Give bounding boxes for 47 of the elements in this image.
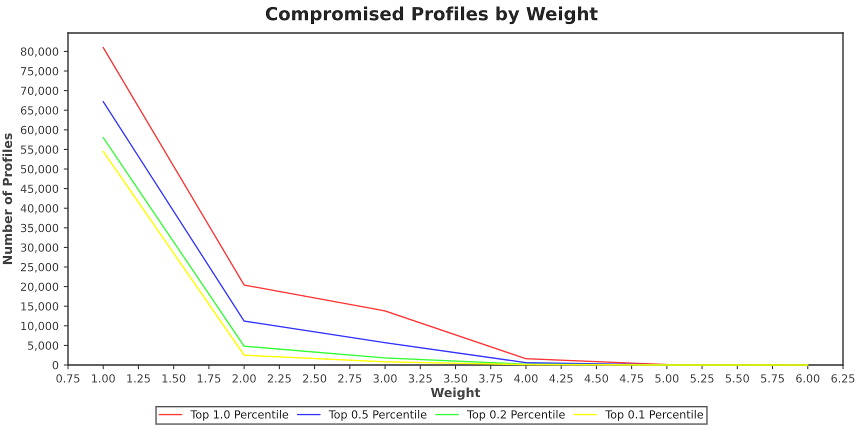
x-tick-label: 5.25 <box>690 374 714 383</box>
x-tick-label: 5.75 <box>761 374 784 383</box>
x-tick-label: 4.25 <box>549 374 573 383</box>
x-tick-label: 6.00 <box>796 374 820 383</box>
x-axis-title: Weight <box>430 388 480 400</box>
y-tick-label: 20,000 <box>20 282 58 292</box>
x-tick-label: 3.25 <box>408 374 432 383</box>
y-tick-label: 25,000 <box>20 262 58 273</box>
y-tick-label: 60,000 <box>20 126 58 136</box>
x-tick-label: 5.50 <box>726 374 749 383</box>
legend-label: Top 1.0 Percentile <box>190 410 288 421</box>
y-tick-label: 65,000 <box>20 106 58 116</box>
x-tick-label: 0.75 <box>56 374 80 383</box>
y-tick-label: 5,000 <box>28 341 58 351</box>
y-tick-label: 80,000 <box>20 47 58 57</box>
x-tick-label: 3.00 <box>374 374 397 383</box>
x-tick-label: 4.75 <box>620 374 644 383</box>
y-tick-label: 10,000 <box>21 322 58 332</box>
x-tick-label: 3.75 <box>479 374 502 383</box>
y-tick-label: 70,000 <box>21 86 58 96</box>
y-tick-label: 15,000 <box>21 302 58 312</box>
legend-label: Top 0.1 Percentile <box>605 410 704 421</box>
x-tick-label: 5.00 <box>655 374 678 383</box>
y-tick-label: 0 <box>52 360 58 370</box>
legend-label: Top 0.2 Percentile <box>467 410 565 421</box>
x-tick-label: 6.25 <box>831 374 854 383</box>
x-tick-label: 4.50 <box>584 374 608 383</box>
y-tick-label: 50,000 <box>20 164 58 175</box>
x-tick-label: 2.50 <box>303 374 326 383</box>
x-tick-label: 2.00 <box>232 374 256 383</box>
x-tick-label: 3.50 <box>444 374 468 383</box>
x-tick-label: 1.00 <box>92 374 115 383</box>
x-tick-label: 2.25 <box>268 374 291 383</box>
x-tick-label: 2.75 <box>338 374 362 383</box>
legend-label: Top 0.5 Percentile <box>328 410 426 421</box>
y-tick-label: 40,000 <box>20 204 58 214</box>
y-axis-title: Number of Profiles <box>2 133 12 264</box>
y-tick-label: 35,000 <box>20 224 58 234</box>
x-tick-label: 1.50 <box>162 374 186 383</box>
x-tick-label: 1.75 <box>198 374 220 383</box>
y-tick-label: 30,000 <box>20 243 58 253</box>
x-tick-label: 4.00 <box>514 374 538 383</box>
x-tick-label: 1.25 <box>127 374 150 383</box>
y-tick-label: 75,000 <box>21 66 58 77</box>
y-tick-label: 45,000 <box>20 184 58 194</box>
y-tick-label: 55,000 <box>20 145 58 155</box>
chart-title: Compromised Profiles by Weight <box>266 6 598 24</box>
